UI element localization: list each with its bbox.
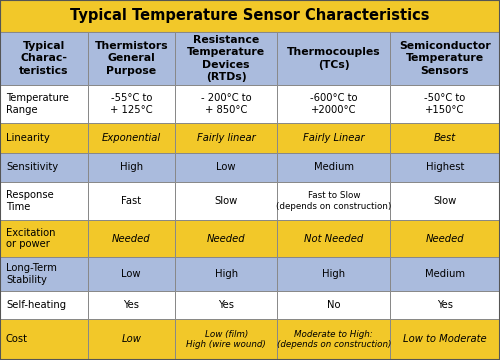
Bar bbox=[0, 153, 88, 182]
Bar bbox=[88, 32, 175, 85]
Text: - 200°C to
+ 850°C: - 200°C to + 850°C bbox=[201, 93, 252, 115]
Text: -50°C to
+150°C: -50°C to +150°C bbox=[424, 93, 466, 115]
Text: High: High bbox=[322, 269, 345, 279]
Text: Low to Moderate: Low to Moderate bbox=[403, 334, 487, 344]
Text: Low: Low bbox=[122, 269, 141, 279]
Bar bbox=[0, 257, 88, 291]
Bar bbox=[88, 123, 175, 153]
Text: Needed: Needed bbox=[426, 234, 465, 244]
Text: Long-Term
Stability: Long-Term Stability bbox=[6, 263, 57, 285]
Text: Fast: Fast bbox=[121, 196, 142, 206]
Text: Best: Best bbox=[434, 133, 456, 143]
Bar bbox=[390, 319, 500, 360]
Bar bbox=[175, 153, 278, 182]
Text: Cost: Cost bbox=[6, 334, 28, 344]
Text: Exponential: Exponential bbox=[102, 133, 161, 143]
Bar bbox=[0, 85, 88, 123]
Bar bbox=[278, 319, 390, 360]
Bar bbox=[88, 85, 175, 123]
Text: Medium: Medium bbox=[314, 162, 354, 172]
Bar bbox=[278, 123, 390, 153]
Bar bbox=[278, 220, 390, 257]
Bar bbox=[278, 153, 390, 182]
Text: No: No bbox=[327, 300, 340, 310]
Bar bbox=[0, 291, 88, 319]
Text: Fairly Linear: Fairly Linear bbox=[303, 133, 364, 143]
Text: -600°C to
+2000°C: -600°C to +2000°C bbox=[310, 93, 358, 115]
Bar bbox=[88, 291, 175, 319]
Text: Typical
Charac-
teristics: Typical Charac- teristics bbox=[19, 41, 68, 76]
Bar bbox=[390, 123, 500, 153]
Bar bbox=[0, 220, 88, 257]
Bar bbox=[278, 32, 390, 85]
Bar bbox=[390, 182, 500, 220]
Text: Thermistors
General
Purpose: Thermistors General Purpose bbox=[94, 41, 168, 76]
Text: Response
Time: Response Time bbox=[6, 190, 54, 212]
Text: Needed: Needed bbox=[207, 234, 246, 244]
Bar bbox=[0, 123, 88, 153]
Bar bbox=[88, 220, 175, 257]
Text: Excitation
or power: Excitation or power bbox=[6, 228, 56, 249]
Text: Linearity: Linearity bbox=[6, 133, 50, 143]
Text: Slow: Slow bbox=[214, 196, 238, 206]
Text: Resistance
Temperature
Devices
(RTDs): Resistance Temperature Devices (RTDs) bbox=[187, 35, 266, 82]
Bar bbox=[390, 220, 500, 257]
Bar bbox=[0, 182, 88, 220]
Bar bbox=[0, 319, 88, 360]
Text: Yes: Yes bbox=[123, 300, 139, 310]
Text: Low: Low bbox=[122, 334, 141, 344]
Bar bbox=[0, 32, 88, 85]
Bar bbox=[88, 153, 175, 182]
Bar bbox=[175, 123, 278, 153]
Bar bbox=[88, 257, 175, 291]
Text: Sensitivity: Sensitivity bbox=[6, 162, 58, 172]
Bar bbox=[390, 291, 500, 319]
Text: Fairly linear: Fairly linear bbox=[197, 133, 256, 143]
Bar bbox=[0, 0, 500, 32]
Bar bbox=[278, 85, 390, 123]
Text: High: High bbox=[214, 269, 238, 279]
Bar bbox=[175, 291, 278, 319]
Bar bbox=[278, 291, 390, 319]
Text: Typical Temperature Sensor Characteristics: Typical Temperature Sensor Characteristi… bbox=[70, 8, 430, 23]
Text: Needed: Needed bbox=[112, 234, 150, 244]
Bar bbox=[390, 32, 500, 85]
Text: -55°C to
+ 125°C: -55°C to + 125°C bbox=[110, 93, 152, 115]
Text: Semiconductor
Temperature
Sensors: Semiconductor Temperature Sensors bbox=[399, 41, 491, 76]
Bar bbox=[175, 220, 278, 257]
Bar bbox=[88, 182, 175, 220]
Text: Low (film)
High (wire wound): Low (film) High (wire wound) bbox=[186, 329, 266, 349]
Text: Self-heating: Self-heating bbox=[6, 300, 66, 310]
Bar bbox=[175, 257, 278, 291]
Text: Temperature
Range: Temperature Range bbox=[6, 93, 69, 115]
Text: Fast to Slow
(depends on construction): Fast to Slow (depends on construction) bbox=[276, 191, 392, 211]
Text: Slow: Slow bbox=[434, 196, 456, 206]
Text: Yes: Yes bbox=[437, 300, 453, 310]
Text: High: High bbox=[120, 162, 143, 172]
Bar bbox=[175, 182, 278, 220]
Bar bbox=[88, 319, 175, 360]
Bar bbox=[278, 257, 390, 291]
Bar bbox=[390, 153, 500, 182]
Text: Moderate to High:
(depends on construction): Moderate to High: (depends on constructi… bbox=[276, 329, 391, 349]
Text: Yes: Yes bbox=[218, 300, 234, 310]
Text: Highest: Highest bbox=[426, 162, 464, 172]
Bar bbox=[390, 257, 500, 291]
Text: Thermocouples
(TCs): Thermocouples (TCs) bbox=[287, 47, 380, 69]
Text: Medium: Medium bbox=[425, 269, 465, 279]
Text: Low: Low bbox=[216, 162, 236, 172]
Bar bbox=[175, 319, 278, 360]
Bar bbox=[175, 85, 278, 123]
Text: Not Needed: Not Needed bbox=[304, 234, 364, 244]
Bar bbox=[390, 85, 500, 123]
Bar bbox=[278, 182, 390, 220]
Bar bbox=[175, 32, 278, 85]
